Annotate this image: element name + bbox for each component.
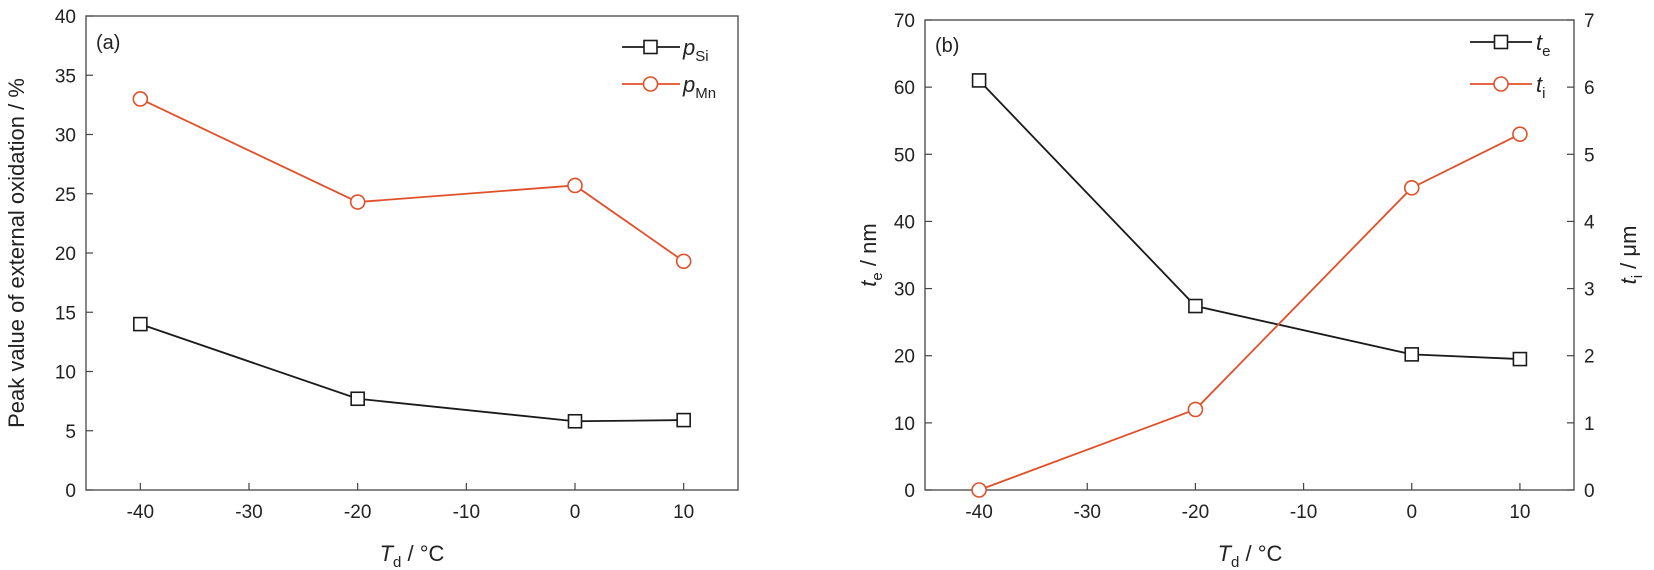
y-right-tick-label: 0 bbox=[1584, 481, 1595, 502]
data-point-circle bbox=[1187, 401, 1204, 418]
series-line-t-e bbox=[978, 79, 1520, 360]
x-tick-label: -20 bbox=[1182, 502, 1209, 523]
x-tick-label: 10 bbox=[1509, 502, 1530, 523]
y-tick-label: 60 bbox=[894, 78, 915, 99]
legend-item-t-e: te bbox=[1470, 30, 1550, 60]
y-tick-label: 0 bbox=[904, 481, 915, 502]
x-ticks: -40 -30 -20 -10 0 10 bbox=[965, 483, 1530, 523]
data-point-square bbox=[971, 73, 987, 88]
data-point-circle bbox=[675, 253, 692, 270]
legend: te ti bbox=[1470, 30, 1550, 102]
data-point-circle bbox=[567, 177, 583, 194]
legend-item-p-mn: pMn bbox=[622, 72, 716, 102]
y-right-tick-label: 4 bbox=[1584, 212, 1595, 233]
y-right-tick-label: 1 bbox=[1584, 414, 1595, 435]
x-ticks: -40 -30 -20 -10 0 10 bbox=[127, 483, 694, 523]
x-axis-title: Td / °C bbox=[1218, 541, 1283, 570]
y-tick-label: 25 bbox=[55, 185, 76, 206]
y-ticks-right: 0 1 2 3 4 5 6 7 bbox=[1567, 11, 1595, 502]
x-tick-label: -30 bbox=[1074, 502, 1101, 523]
x-tick-label: -20 bbox=[344, 502, 371, 523]
x-tick-label: -40 bbox=[127, 502, 154, 523]
y-ticks-left: 0 10 20 30 40 50 60 70 bbox=[894, 11, 932, 502]
legend-label: te bbox=[1536, 30, 1550, 60]
x-tick-label: 10 bbox=[673, 502, 694, 523]
y-tick-label: 20 bbox=[55, 244, 76, 265]
y-tick-label: 5 bbox=[65, 422, 76, 443]
legend-circle-marker bbox=[1493, 76, 1509, 92]
series-line-p-si bbox=[140, 323, 684, 423]
legend-square-marker bbox=[1493, 34, 1509, 50]
data-point-square bbox=[1512, 351, 1528, 367]
data-point-square bbox=[567, 413, 583, 429]
plot-frame bbox=[85, 15, 739, 491]
legend-square-marker bbox=[643, 39, 658, 55]
y-right-tick-label: 2 bbox=[1584, 347, 1595, 368]
y-right-tick-label: 7 bbox=[1584, 11, 1595, 32]
data-point-circle bbox=[971, 482, 987, 498]
legend: pSi pMn bbox=[622, 35, 716, 102]
y-right-tick-label: 5 bbox=[1584, 145, 1595, 166]
y-tick-label: 40 bbox=[894, 212, 915, 233]
y-tick-label: 30 bbox=[55, 126, 76, 147]
x-tick-label: 0 bbox=[1406, 502, 1417, 523]
y-axis-title-left: te / nm bbox=[856, 223, 886, 286]
data-point-circle bbox=[1403, 180, 1420, 196]
x-tick-label: -40 bbox=[965, 502, 992, 523]
y-tick-label: 10 bbox=[55, 363, 76, 384]
x-axis-title: Td / °C bbox=[380, 541, 445, 570]
data-point-circle bbox=[132, 91, 149, 107]
series-layer bbox=[971, 73, 1528, 498]
y-tick-label: 0 bbox=[65, 481, 76, 502]
y-tick-label: 35 bbox=[55, 66, 76, 87]
x-tick-label: -10 bbox=[1290, 502, 1317, 523]
data-point-circle bbox=[349, 194, 366, 210]
y-tick-label: 20 bbox=[894, 347, 915, 368]
y-right-tick-label: 3 bbox=[1584, 280, 1595, 301]
legend-item-t-i: ti bbox=[1470, 72, 1545, 102]
y-tick-label: 30 bbox=[894, 280, 915, 301]
y-axis-title: Peak value of external oxidation / % bbox=[4, 78, 29, 428]
data-point-square bbox=[133, 316, 148, 332]
y-right-tick-label: 6 bbox=[1584, 78, 1595, 99]
y-tick-label: 40 bbox=[55, 7, 76, 28]
panel-label: (a) bbox=[96, 32, 120, 54]
data-point-circle bbox=[1512, 126, 1528, 142]
x-tick-label: 0 bbox=[570, 502, 581, 523]
y-axis-title-right: ti / μm bbox=[1616, 226, 1646, 285]
y-tick-label: 15 bbox=[55, 303, 76, 324]
data-point-square bbox=[350, 391, 365, 407]
panel-label: (b) bbox=[935, 35, 959, 57]
legend-label: ti bbox=[1536, 72, 1545, 102]
y-tick-label: 70 bbox=[894, 11, 915, 32]
data-point-square bbox=[676, 412, 691, 428]
data-point-square bbox=[1188, 298, 1203, 314]
x-tick-label: -30 bbox=[235, 502, 262, 523]
legend-label: pSi bbox=[682, 35, 709, 65]
series-line-t-i bbox=[978, 133, 1521, 491]
x-tick-label: -10 bbox=[453, 502, 480, 523]
plot-frame bbox=[924, 19, 1575, 491]
chart-panel-a: -40 -30 -20 -10 0 10 0 5 10 15 20 25 30 35 40 (a) Td … bbox=[4, 7, 739, 570]
data-point-square bbox=[1404, 347, 1420, 362]
chart-panel-b: -40 -30 -20 -10 0 10 0 10 20 30 40 50 60 70 0 1 2 3 4 5 6 7… bbox=[856, 11, 1646, 570]
y-tick-label: 10 bbox=[894, 414, 915, 435]
series-layer bbox=[132, 91, 692, 429]
legend-circle-marker bbox=[642, 76, 659, 92]
legend-label: pMn bbox=[682, 72, 716, 102]
legend-item-p-si: pSi bbox=[622, 35, 709, 65]
series-line-p-mn bbox=[139, 98, 685, 263]
y-tick-label: 50 bbox=[894, 145, 915, 166]
y-ticks: 0 5 10 15 20 25 30 35 40 bbox=[55, 7, 93, 502]
